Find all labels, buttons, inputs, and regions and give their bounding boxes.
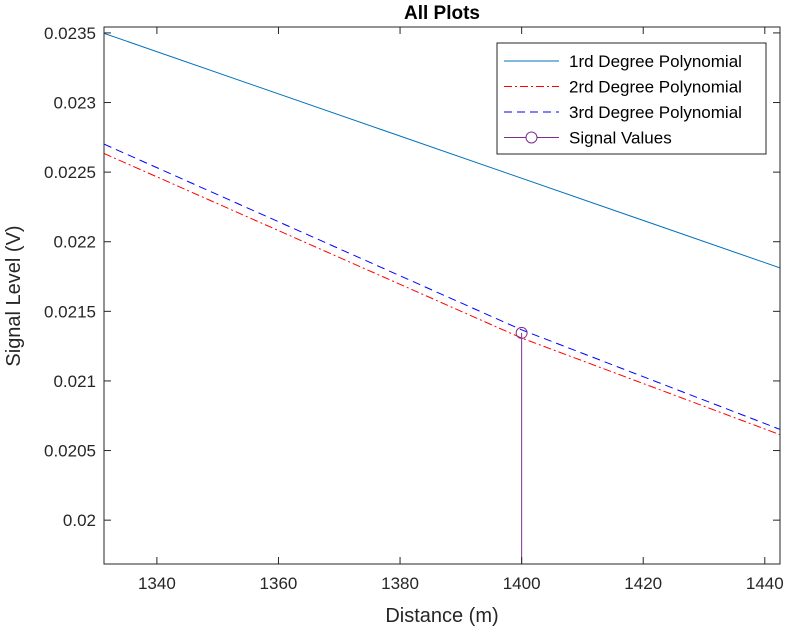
legend-label: 3rd Degree Polynomial (569, 103, 742, 122)
legend-label: 1rd Degree Polynomial (569, 52, 742, 71)
y-tick-label: 0.0205 (44, 442, 96, 461)
legend-marker (525, 131, 538, 144)
series-group (104, 32, 780, 564)
series-line-1 (104, 32, 780, 269)
series-line-2 (104, 153, 780, 436)
x-axis-title: Distance (m) (385, 605, 498, 627)
y-tick-label: 0.02 (63, 511, 96, 530)
legend-label: 2rd Degree Polynomial (569, 78, 742, 97)
y-tick-label: 0.0235 (44, 24, 96, 43)
x-tick-label: 1420 (624, 574, 662, 593)
axes-box (103, 26, 781, 565)
signal-point (515, 326, 528, 339)
legend: 1rd Degree Polynomial 2rd Degree Polynomi… (496, 42, 767, 155)
x-tick-label: 1340 (138, 574, 176, 593)
series-line-3 (104, 143, 780, 430)
x-tick-label: 1380 (381, 574, 419, 593)
x-tick-label: 1360 (260, 574, 298, 593)
y-tick-label: 0.023 (53, 94, 96, 113)
x-tick-label: 1400 (503, 574, 541, 593)
legend-label: Signal Values (569, 129, 672, 148)
x-tick-label: 1440 (746, 574, 784, 593)
y-tick-label: 0.022 (53, 233, 96, 252)
y-tick-label: 0.021 (53, 372, 96, 391)
y-tick-label: 0.0215 (44, 302, 96, 321)
y-tick-label: 0.0225 (44, 163, 96, 182)
axes: 1340 1360 1380 1400 1420 1440 0.02 0.0205 0.021 0… (44, 24, 784, 593)
y-axis-title: Signal Level (V) (3, 225, 25, 366)
chart-title: All Plots (404, 3, 480, 24)
